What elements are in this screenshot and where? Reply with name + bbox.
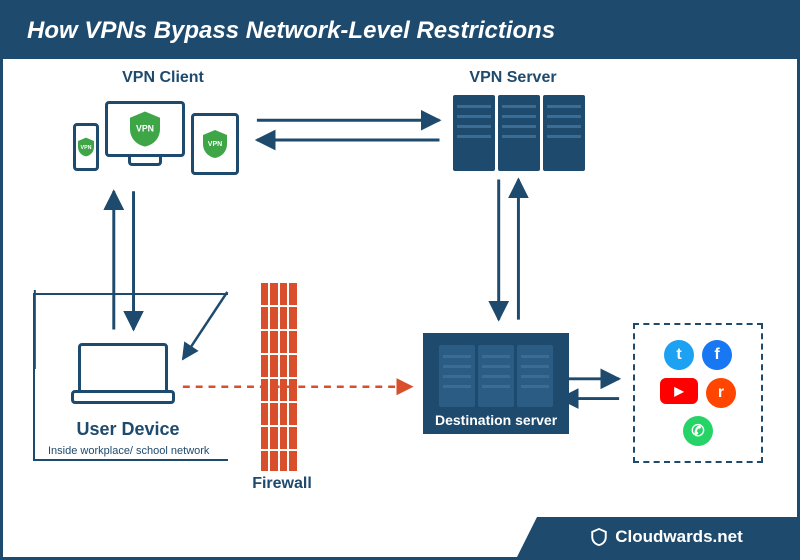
vpn-server-label: VPN Server <box>443 69 583 87</box>
svg-text:VPN: VPN <box>136 124 154 134</box>
network-perimeter <box>33 293 228 461</box>
destination-label: Destination server <box>435 413 557 428</box>
phone-icon: VPN <box>73 123 99 171</box>
facebook-icon: f <box>702 340 732 370</box>
vpn-client-devices: VPN VPN VPN <box>73 93 253 183</box>
social-services: t f ▶ r ✆ <box>633 323 763 463</box>
vpn-client-label: VPN Client <box>93 69 233 87</box>
svg-text:VPN: VPN <box>208 141 222 148</box>
twitter-icon: t <box>664 340 694 370</box>
diagram-stage: VPN Client VPN VPN VPN VPN Server <box>3 63 797 517</box>
tablet-icon: VPN <box>191 113 239 175</box>
whatsapp-icon: ✆ <box>683 416 713 446</box>
firewall-label: Firewall <box>247 475 317 493</box>
brand-shield-icon <box>591 528 607 546</box>
youtube-icon: ▶ <box>660 378 698 404</box>
destination-server: Destination server <box>423 333 569 434</box>
brand-bar: Cloudwards.net <box>537 517 797 557</box>
monitor-icon: VPN <box>105 101 185 157</box>
firewall <box>259 281 297 471</box>
svg-text:VPN: VPN <box>81 145 92 151</box>
vpn-server-rack <box>453 95 585 171</box>
footer: Cloudwards.net <box>3 517 797 557</box>
reddit-icon: r <box>706 378 736 408</box>
brand-text: Cloudwards.net <box>615 527 743 547</box>
diagram-canvas: How VPNs Bypass Network-Level Restrictio… <box>0 0 800 560</box>
diagram-title: How VPNs Bypass Network-Level Restrictio… <box>3 3 797 59</box>
